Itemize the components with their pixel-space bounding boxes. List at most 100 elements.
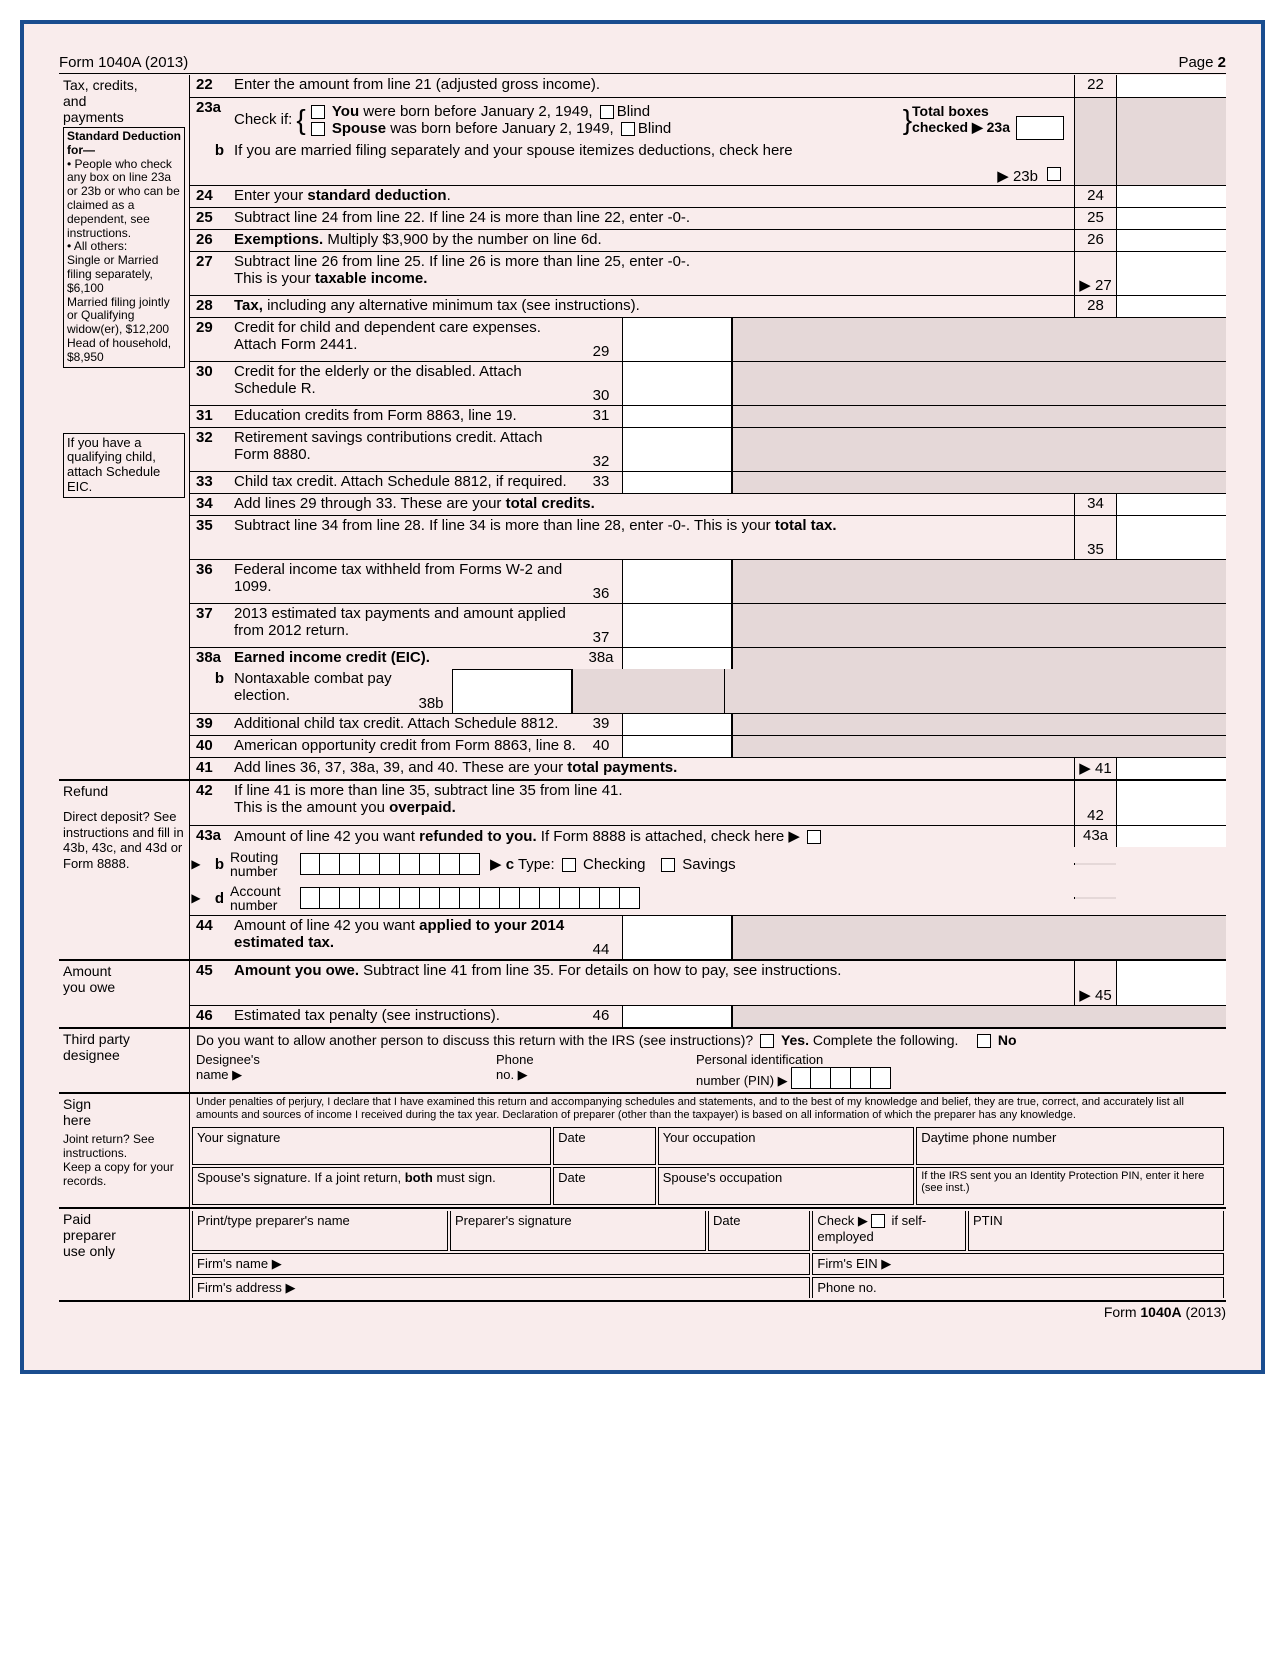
preparer-signature[interactable]: Preparer's signature — [450, 1211, 706, 1251]
amount-35[interactable] — [1116, 516, 1226, 559]
checkbox-spouse-blind[interactable] — [621, 122, 635, 136]
line-37: 37 2013 estimated tax payments and amoun… — [190, 603, 1226, 647]
standard-deduction-box: Standard Deduction for— • People who che… — [63, 127, 185, 368]
form-title: Form 1040A (2013) — [59, 54, 188, 71]
amount-28[interactable] — [1116, 296, 1226, 317]
section-paid-preparer: Paid preparer use only Print/type prepar… — [59, 1207, 1226, 1302]
amount-40[interactable] — [622, 736, 732, 757]
checkbox-23b[interactable] — [1047, 167, 1061, 181]
line-43d: ▶ d Account number — [190, 881, 1226, 915]
line-43a: 43a Amount of line 42 you want refunded … — [190, 825, 1226, 847]
firms-ein[interactable]: Firm's EIN ▶ — [812, 1253, 1224, 1275]
amount-22[interactable] — [1116, 75, 1226, 97]
firms-phone[interactable]: Phone no. — [812, 1277, 1224, 1298]
checkbox-self-employed[interactable] — [871, 1214, 885, 1228]
line-30: 30 Credit for the elderly or the disable… — [190, 361, 1226, 405]
spouse-signature[interactable]: Spouse's signature. If a joint return, b… — [192, 1167, 551, 1205]
pin-cells[interactable] — [791, 1067, 891, 1089]
amount-41[interactable] — [1116, 758, 1226, 779]
your-sig-date[interactable]: Date — [553, 1127, 656, 1165]
amount-31[interactable] — [622, 406, 732, 427]
identity-pin[interactable]: If the IRS sent you an Identity Protecti… — [916, 1167, 1224, 1205]
amount-32[interactable] — [622, 428, 732, 471]
routing-number[interactable] — [300, 853, 480, 875]
amount-26[interactable] — [1116, 230, 1226, 251]
amount-34[interactable] — [1116, 494, 1226, 515]
line-38a: 38a Earned income credit (EIC). 38a — [190, 647, 1226, 669]
your-occupation[interactable]: Your occupation — [658, 1127, 915, 1165]
daytime-phone[interactable]: Daytime phone number — [916, 1127, 1224, 1165]
account-number[interactable] — [300, 887, 640, 909]
checkbox-you-blind[interactable] — [600, 105, 614, 119]
line-27: 27 Subtract line 26 from line 25. If lin… — [190, 251, 1226, 295]
your-signature[interactable]: Your signature — [192, 1127, 551, 1165]
line-23b: b If you are married filing separately a… — [190, 141, 1226, 185]
line-28: 28 Tax, including any alternative minimu… — [190, 295, 1226, 317]
amount-39[interactable] — [622, 714, 732, 735]
amount-33[interactable] — [622, 472, 732, 493]
section-tax-lines: 22 Enter the amount from line 21 (adjust… — [189, 75, 1226, 779]
form-header: Form 1040A (2013) Page 2 — [59, 54, 1226, 74]
checkbox-third-no[interactable] — [977, 1034, 991, 1048]
line-23a: 23a Check if: { You were born before Jan… — [190, 97, 1226, 141]
line-36: 36 Federal income tax withheld from Form… — [190, 559, 1226, 603]
amount-42[interactable] — [1116, 781, 1226, 825]
line-43b: ▶ b Routing number ▶ c Type: Checking Sa… — [190, 847, 1226, 881]
line-41: 41 Add lines 36, 37, 38a, 39, and 40. Th… — [190, 757, 1226, 779]
amount-38b[interactable] — [452, 669, 572, 713]
amount-27[interactable] — [1116, 252, 1226, 295]
amount-44[interactable] — [622, 916, 732, 959]
amount-36[interactable] — [622, 560, 732, 603]
line-31: 31 Education credits from Form 8863, lin… — [190, 405, 1226, 427]
section-owe-label: Amount you owe — [59, 961, 189, 1027]
line-45: 45 Amount you owe. Subtract line 41 from… — [190, 961, 1226, 1005]
amount-45[interactable] — [1116, 961, 1226, 1005]
section-tax-label: Tax, credits, and payments Standard Dedu… — [59, 75, 189, 779]
line-24: 24 Enter your standard deduction. 24 — [190, 185, 1226, 207]
checkbox-checking[interactable] — [562, 858, 576, 872]
signature-table: Your signature Date Your occupation Dayt… — [190, 1125, 1226, 1207]
checkbox-savings[interactable] — [661, 858, 675, 872]
amount-29[interactable] — [622, 318, 732, 361]
firms-address[interactable]: Firm's address ▶ — [192, 1277, 810, 1298]
section-sign: Sign here Joint return? See instructions… — [59, 1092, 1226, 1206]
spouse-sig-date[interactable]: Date — [553, 1167, 656, 1205]
line-42: 42 If line 41 is more than line 35, subt… — [190, 781, 1226, 825]
preparer-name[interactable]: Print/type preparer's name — [192, 1211, 448, 1251]
page-number: Page 2 — [1178, 54, 1226, 71]
perjury-statement: Under penalties of perjury, I declare th… — [190, 1094, 1226, 1124]
amount-24[interactable] — [1116, 186, 1226, 207]
line-44: 44 Amount of line 42 you want applied to… — [190, 915, 1226, 959]
checkbox-spouse-born[interactable] — [311, 122, 325, 136]
form-footer: Form 1040A (2013) — [59, 1304, 1226, 1320]
ptin[interactable]: PTIN — [968, 1211, 1224, 1251]
section-third-party: Third party designee Do you want to allo… — [59, 1027, 1226, 1092]
spouse-occupation[interactable]: Spouse's occupation — [658, 1167, 915, 1205]
line-46: 46 Estimated tax penalty (see instructio… — [190, 1005, 1226, 1027]
checkbox-8888[interactable] — [807, 830, 821, 844]
amount-38a[interactable] — [622, 648, 732, 669]
amount-43a[interactable] — [1116, 826, 1226, 847]
amount-25[interactable] — [1116, 208, 1226, 229]
preparer-date[interactable]: Date — [708, 1211, 810, 1251]
line-32: 32 Retirement savings contributions cred… — [190, 427, 1226, 471]
line-29: 29 Credit for child and dependent care e… — [190, 317, 1226, 361]
amount-46[interactable] — [622, 1006, 732, 1027]
line-25: 25 Subtract line 24 from line 22. If lin… — [190, 207, 1226, 229]
total-boxes-23a[interactable] — [1016, 116, 1064, 140]
line-22: 22 Enter the amount from line 21 (adjust… — [190, 75, 1226, 97]
checkbox-you-born[interactable] — [311, 105, 325, 119]
line-39: 39 Additional child tax credit. Attach S… — [190, 713, 1226, 735]
eic-note-box: If you have a qualifying child, attach S… — [63, 433, 185, 499]
line-38b: b Nontaxable combat pay election. 38b — [190, 669, 1226, 713]
checkbox-third-yes[interactable] — [760, 1034, 774, 1048]
section-owe: Amount you owe 45 Amount you owe. Subtra… — [59, 959, 1226, 1027]
line-40: 40 American opportunity credit from Form… — [190, 735, 1226, 757]
section-refund-label: Refund Direct deposit? See instructions … — [59, 781, 189, 959]
amount-30[interactable] — [622, 362, 732, 405]
line-33: 33 Child tax credit. Attach Schedule 881… — [190, 471, 1226, 493]
form-page: Form 1040A (2013) Page 2 Tax, credits, a… — [20, 20, 1265, 1374]
section-refund: Refund Direct deposit? See instructions … — [59, 779, 1226, 959]
firms-name[interactable]: Firm's name ▶ — [192, 1253, 810, 1275]
amount-37[interactable] — [622, 604, 732, 647]
